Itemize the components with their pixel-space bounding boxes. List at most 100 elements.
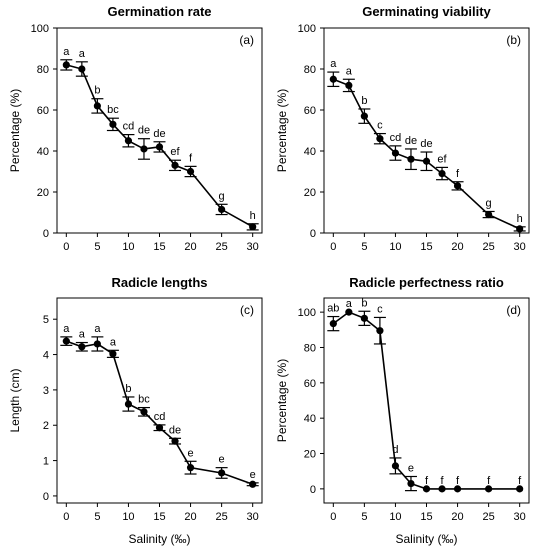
data-point <box>360 314 368 322</box>
x-tick-label: 30 <box>247 241 259 253</box>
x-tick-label: 0 <box>330 241 336 253</box>
data-point <box>140 145 148 153</box>
y-axis-label: Percentage (%) <box>8 89 22 172</box>
y-tick-label: 60 <box>304 378 316 390</box>
data-point <box>407 479 415 488</box>
data-point <box>360 112 368 120</box>
panel-label: (d) <box>506 303 521 317</box>
x-tick-label: 15 <box>420 511 432 523</box>
data-point <box>62 61 70 69</box>
data-point <box>345 81 353 89</box>
data-point <box>391 149 400 157</box>
x-tick-label: 15 <box>420 241 432 253</box>
y-tick-label: 20 <box>304 187 316 199</box>
significance-letter: a <box>79 329 86 341</box>
x-tick-label: 0 <box>330 511 336 523</box>
significance-letter: de <box>138 125 150 137</box>
significance-letter: d <box>392 444 398 456</box>
significance-letter: de <box>405 135 417 147</box>
data-point <box>78 343 86 351</box>
plot-frame <box>56 297 263 504</box>
x-tick-label: 30 <box>514 511 526 523</box>
y-axis-label: Percentage (%) <box>275 89 289 172</box>
plot-frame <box>323 297 530 504</box>
significance-letter: e <box>250 469 256 481</box>
data-point <box>453 485 462 493</box>
x-tick-label: 25 <box>215 241 227 253</box>
y-tick-label: 80 <box>304 342 316 354</box>
significance-letter: g <box>486 197 492 209</box>
data-point <box>124 137 133 145</box>
y-tick-label: 1 <box>43 456 49 468</box>
x-tick-label: 30 <box>247 511 259 523</box>
significance-letter: a <box>110 336 117 348</box>
panel-title: Germination rate <box>107 4 211 19</box>
data-point <box>376 135 384 143</box>
significance-letter: a <box>79 48 86 60</box>
significance-letter: e <box>408 462 414 474</box>
panel-label: (b) <box>506 33 521 47</box>
y-tick-label: 40 <box>304 146 316 158</box>
data-point <box>171 161 179 169</box>
data-point <box>62 337 70 345</box>
data-point <box>93 340 101 348</box>
data-point <box>109 350 117 358</box>
significance-letter: cd <box>123 121 135 133</box>
data-point <box>376 327 384 335</box>
data-point <box>516 225 524 233</box>
x-tick-label: 20 <box>451 241 463 253</box>
x-tick-label: 0 <box>63 511 69 523</box>
data-point <box>438 169 446 178</box>
significance-letter: bc <box>138 394 150 406</box>
data-point <box>329 320 337 328</box>
significance-letter: de <box>169 424 181 436</box>
data-point <box>109 120 117 128</box>
data-point <box>78 65 86 73</box>
y-tick-label: 40 <box>37 146 49 158</box>
y-tick-label: 100 <box>298 23 316 35</box>
x-tick-label: 20 <box>451 511 463 523</box>
significance-letter: bc <box>107 104 119 116</box>
y-tick-label: 0 <box>43 491 49 503</box>
y-axis-label: Percentage (%) <box>275 359 289 442</box>
data-point <box>124 400 133 408</box>
data-point <box>485 485 493 493</box>
significance-letter: cd <box>390 132 402 144</box>
data-point <box>485 210 493 219</box>
data-point <box>218 205 226 214</box>
panel-radicle-lengths: Radicle lengths (c) 0 5 10 15 20 25 30 0 1 2 3 4 5 Leng… <box>8 275 263 546</box>
x-tick-label: 10 <box>122 241 134 253</box>
y-tick-label: 4 <box>43 350 49 362</box>
y-tick-label: 40 <box>304 413 316 425</box>
significance-letter: f <box>456 475 460 487</box>
panel-germinating-viability: Germinating viability (b) 0 5 10 15 20 25 30 0 20 4… <box>275 4 530 253</box>
y-tick-label: 0 <box>310 484 316 496</box>
x-tick-label: 25 <box>482 511 494 523</box>
x-tick-label: 25 <box>215 511 227 523</box>
panel-radicle-perfectness-ratio: Radicle perfectness ratio(d) 0 5 10 15 20 25 30… <box>275 275 530 546</box>
significance-letter: h <box>517 213 523 225</box>
y-tick-label: 80 <box>304 64 316 76</box>
panel-title: Radicle lengths <box>111 275 207 290</box>
x-tick-label: 15 <box>153 241 165 253</box>
significance-letter: f <box>425 475 429 487</box>
y-tick-label: 20 <box>37 187 49 199</box>
x-tick-label: 0 <box>63 241 69 253</box>
y-tick-label: 3 <box>43 385 49 397</box>
x-tick-label: 5 <box>94 241 100 253</box>
x-tick-label: 15 <box>153 511 165 523</box>
y-tick-label: 100 <box>31 23 49 35</box>
x-axis-label: Salinity (‰) <box>395 532 457 546</box>
data-point <box>438 485 446 493</box>
data-point <box>422 157 431 165</box>
x-tick-label: 5 <box>361 241 367 253</box>
y-tick-label: 0 <box>43 228 49 240</box>
x-tick-label: 10 <box>389 511 401 523</box>
significance-letter: b <box>361 297 367 309</box>
x-tick-label: 5 <box>361 511 367 523</box>
significance-letter: ab <box>327 303 339 315</box>
panel-label: (c) <box>240 303 254 317</box>
significance-letter: a <box>346 65 353 77</box>
